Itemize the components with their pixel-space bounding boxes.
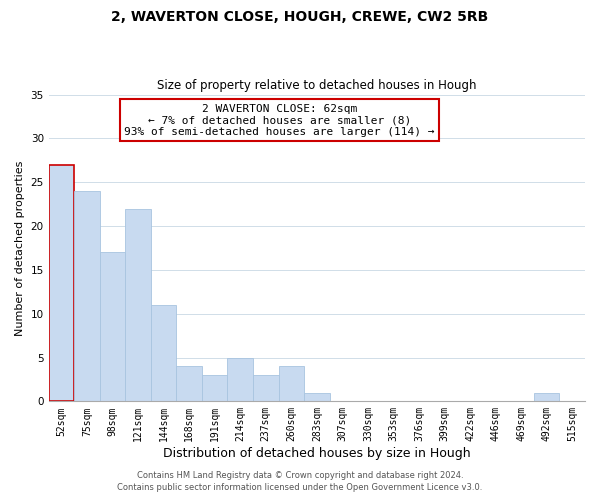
Bar — [100, 252, 125, 402]
Text: 2, WAVERTON CLOSE, HOUGH, CREWE, CW2 5RB: 2, WAVERTON CLOSE, HOUGH, CREWE, CW2 5RB — [112, 10, 488, 24]
Bar — [534, 392, 559, 402]
Text: 2 WAVERTON CLOSE: 62sqm
← 7% of detached houses are smaller (8)
93% of semi-deta: 2 WAVERTON CLOSE: 62sqm ← 7% of detached… — [124, 104, 434, 137]
Bar — [74, 191, 100, 402]
Bar — [304, 392, 329, 402]
Bar — [176, 366, 202, 402]
X-axis label: Distribution of detached houses by size in Hough: Distribution of detached houses by size … — [163, 447, 470, 460]
Title: Size of property relative to detached houses in Hough: Size of property relative to detached ho… — [157, 79, 476, 92]
Bar — [202, 375, 227, 402]
Bar — [125, 208, 151, 402]
Y-axis label: Number of detached properties: Number of detached properties — [15, 160, 25, 336]
Bar — [278, 366, 304, 402]
Bar — [253, 375, 278, 402]
Bar — [49, 164, 74, 402]
Bar — [151, 305, 176, 402]
Text: Contains HM Land Registry data © Crown copyright and database right 2024.
Contai: Contains HM Land Registry data © Crown c… — [118, 471, 482, 492]
Bar — [227, 358, 253, 402]
